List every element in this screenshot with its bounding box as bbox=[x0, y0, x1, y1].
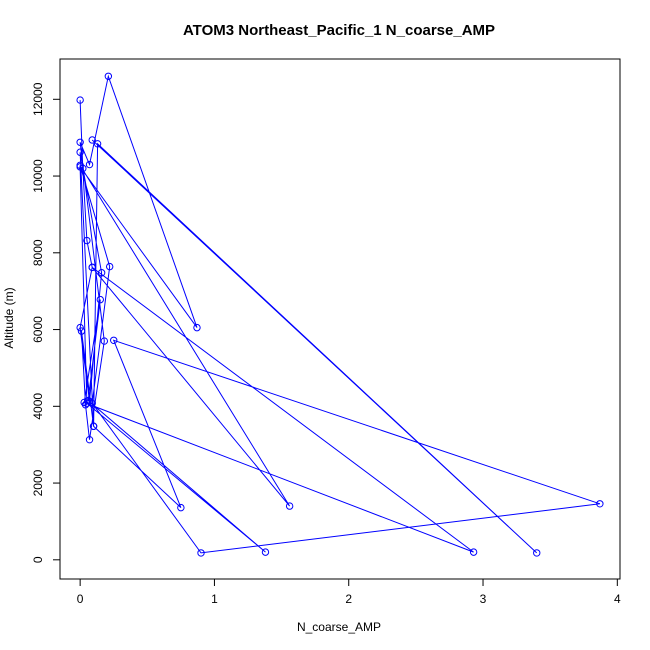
data-point bbox=[76, 96, 84, 104]
data-point bbox=[285, 502, 294, 510]
data-point bbox=[596, 500, 604, 508]
data-point bbox=[76, 323, 84, 332]
data-point bbox=[89, 422, 98, 430]
y-tick-label: 4000 bbox=[31, 393, 45, 420]
data-point bbox=[97, 269, 106, 277]
data-point bbox=[85, 435, 94, 444]
data-point bbox=[193, 323, 201, 332]
data-point bbox=[177, 503, 185, 512]
data-point bbox=[104, 72, 113, 80]
data-point bbox=[80, 398, 88, 407]
x-tick-label: 4 bbox=[614, 592, 621, 606]
data-point bbox=[96, 295, 104, 304]
x-axis-label: N_coarse_AMP bbox=[297, 620, 381, 634]
data-point bbox=[110, 336, 118, 344]
x-tick-label: 2 bbox=[345, 592, 352, 606]
data-point bbox=[77, 327, 86, 335]
x-tick-label: 0 bbox=[77, 592, 84, 606]
chart-title: ATOM3 Northeast_Pacific_1 N_coarse_AMP bbox=[183, 22, 495, 39]
data-point bbox=[469, 548, 478, 556]
y-tick-label: 10000 bbox=[31, 159, 45, 193]
y-tick-label: 12000 bbox=[31, 82, 45, 116]
data-point bbox=[76, 148, 84, 156]
series-layer bbox=[76, 72, 604, 557]
data-point bbox=[533, 549, 541, 557]
y-axis-label: Altitude (m) bbox=[2, 287, 16, 348]
data-point bbox=[100, 337, 109, 345]
data-point bbox=[85, 160, 94, 169]
data-point bbox=[76, 138, 84, 146]
data-point bbox=[105, 262, 114, 271]
y-tick-label: 2000 bbox=[31, 469, 45, 496]
x-tick-label: 3 bbox=[480, 592, 487, 606]
x-axis: 0 1 2 3 4 bbox=[77, 578, 621, 606]
data-point bbox=[83, 236, 91, 245]
y-tick-label: 6000 bbox=[31, 316, 45, 343]
y-tick-label: 8000 bbox=[31, 239, 45, 266]
data-point bbox=[76, 161, 84, 170]
data-point bbox=[88, 263, 96, 272]
x-tick-label: 1 bbox=[211, 592, 218, 606]
data-point bbox=[197, 549, 205, 557]
y-tick-label: 0 bbox=[31, 556, 45, 563]
y-axis: 0 2000 4000 6000 8000 10000 12000 bbox=[31, 82, 61, 563]
data-point bbox=[88, 399, 96, 407]
data-point bbox=[88, 136, 96, 144]
data-point bbox=[93, 140, 102, 148]
data-point bbox=[261, 548, 270, 556]
